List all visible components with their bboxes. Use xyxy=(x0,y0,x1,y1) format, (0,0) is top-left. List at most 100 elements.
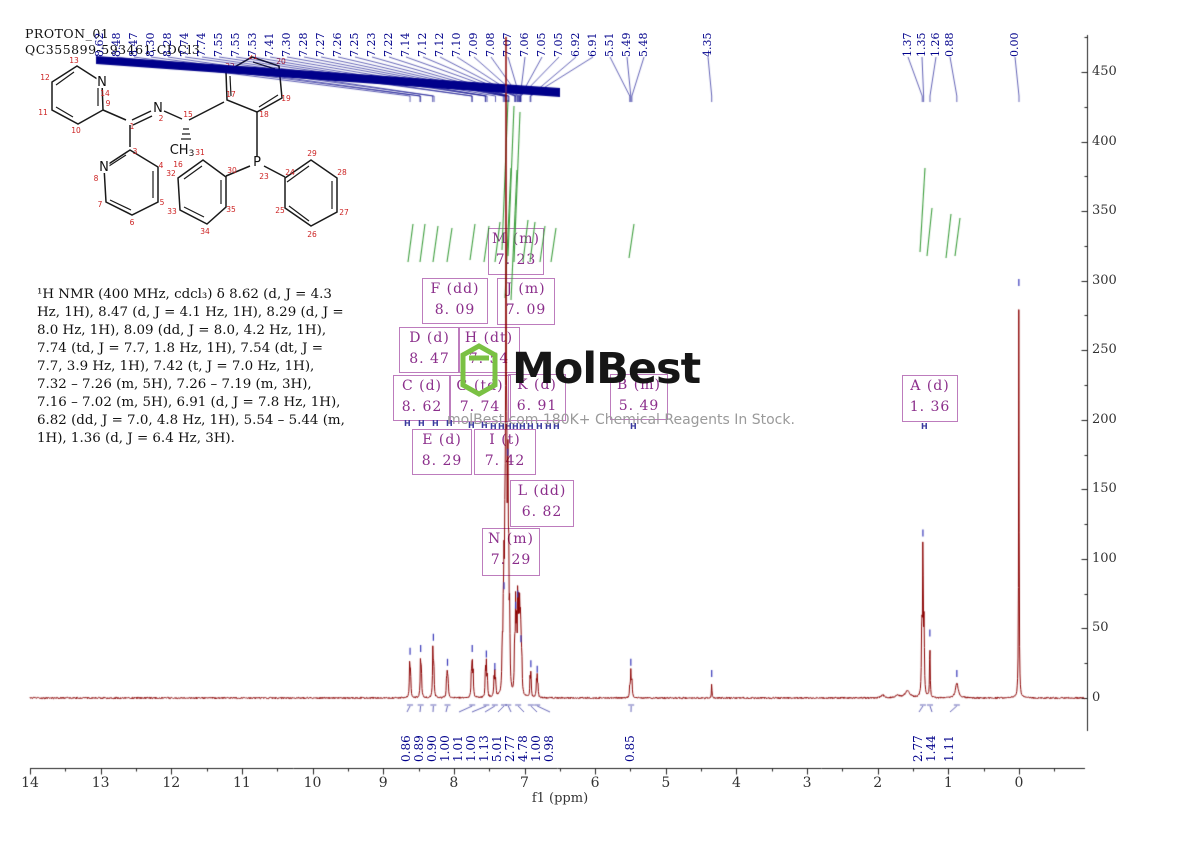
assignment-box-I: I (t) 7. 42 xyxy=(474,429,536,475)
atom-number: 10 xyxy=(71,126,81,135)
assignment-box-L: L (dd) 6. 82 xyxy=(510,480,574,527)
peak-list-value: 8.47 xyxy=(127,32,140,58)
peak-list-value: 7.30 xyxy=(280,32,293,58)
assignment-shift: 1. 36 xyxy=(909,399,951,415)
peak-list-value: 7.07 xyxy=(501,32,514,58)
y-tick-label: 350 xyxy=(1092,203,1117,219)
atom-number: 17 xyxy=(226,90,236,99)
x-tick-label: 8 xyxy=(449,775,459,791)
assignment-box-E: E (d) 8. 29 xyxy=(412,429,472,475)
peak-list-value: 5.49 xyxy=(620,32,633,58)
peak-list-value: 7.12 xyxy=(433,32,446,58)
atom-number: 20 xyxy=(276,57,286,66)
atom-number: 6 xyxy=(130,218,135,227)
assignment-label: L (dd) xyxy=(517,483,567,499)
peak-list-value: 7.27 xyxy=(314,32,327,58)
assignment-shift: 6. 82 xyxy=(521,504,563,520)
y-tick-label: 100 xyxy=(1092,550,1117,566)
x-tick-label: 9 xyxy=(378,775,388,791)
x-tick-label: 4 xyxy=(731,775,741,791)
peak-list-value: 7.05 xyxy=(535,32,548,58)
atom-number: 13 xyxy=(69,56,79,65)
x-tick-label: 5 xyxy=(661,775,671,791)
atom-number: 16 xyxy=(173,160,183,169)
proton-h-marker: H xyxy=(432,419,439,428)
y-tick-label: 0 xyxy=(1092,690,1101,705)
peak-list-value: 7.06 xyxy=(518,32,531,58)
x-tick-label: 2 xyxy=(873,775,883,791)
peak-list-value: 7.53 xyxy=(246,32,259,58)
atom-number: 35 xyxy=(226,205,236,214)
integral-value: 2.77 xyxy=(911,735,925,762)
assignment-box-A: A (d) 1. 36 xyxy=(902,375,958,422)
y-tick-label: 250 xyxy=(1092,342,1117,358)
assignment-label: I (t) xyxy=(489,432,521,448)
atom-number: 5 xyxy=(160,198,165,207)
atom-number: 34 xyxy=(200,227,210,236)
integral-value: 1.00 xyxy=(438,735,452,762)
peak-list-value: 7.12 xyxy=(416,32,429,58)
atom-number: 18 xyxy=(259,110,269,119)
assignment-label: A (d) xyxy=(910,378,950,394)
peak-list-value: 5.51 xyxy=(603,32,616,58)
peak-list-value: 7.09 xyxy=(467,32,480,58)
peak-list-value: 7.28 xyxy=(297,32,310,58)
peak-list-value: 7.08 xyxy=(484,32,497,58)
peak-list-value: 8.28 xyxy=(161,32,174,58)
peak-list-value: 4.35 xyxy=(701,32,714,58)
atom-number: 12 xyxy=(40,73,50,82)
x-tick-label: 1 xyxy=(943,775,953,791)
integral-value: 0.98 xyxy=(542,735,556,762)
y-tick-label: 300 xyxy=(1092,272,1117,288)
integral-value: 2.77 xyxy=(503,735,517,762)
x-tick-label: 3 xyxy=(802,775,812,791)
atom-label-P: P xyxy=(253,155,261,170)
atom-number: 29 xyxy=(307,149,317,158)
integral-value: 1.13 xyxy=(477,735,491,762)
integral-value: 4.78 xyxy=(516,735,530,762)
peak-list-value: 0.88 xyxy=(943,32,956,58)
molbest-logo-icon xyxy=(460,343,498,397)
assignment-label: F (dd) xyxy=(430,281,480,297)
peak-list-value: 1.26 xyxy=(929,32,942,58)
peak-list-value: 7.05 xyxy=(552,32,565,58)
integral-value: 0.85 xyxy=(623,735,637,762)
assignment-shift: 7. 09 xyxy=(505,302,547,318)
atom-number: 25 xyxy=(275,206,285,215)
assignment-box-M: M (m) 7. 23 xyxy=(488,228,544,275)
peak-list-value: 7.22 xyxy=(382,32,395,58)
integral-value: 5.01 xyxy=(490,735,504,762)
assignment-box-J: J (m) 7. 09 xyxy=(497,278,555,325)
atom-number: 7 xyxy=(98,200,103,209)
assignment-box-N: N (m) 7. 29 xyxy=(482,528,540,576)
molecule-bonds xyxy=(51,56,338,227)
assignment-shift: 7. 23 xyxy=(495,252,537,268)
integral-value: 0.86 xyxy=(399,735,413,762)
peak-list-value: 7.10 xyxy=(450,32,463,58)
proton-h-marker: H xyxy=(921,422,928,431)
atom-number: 23 xyxy=(259,172,269,181)
atom-number: 19 xyxy=(281,94,291,103)
integral-value: 1.11 xyxy=(942,735,956,762)
atom-label-N: N xyxy=(99,160,109,175)
peak-list-value: 7.74 xyxy=(195,32,208,58)
y-tick-label: 200 xyxy=(1092,411,1117,427)
peak-list-value: 7.55 xyxy=(212,32,225,58)
peak-list-value: 7.74 xyxy=(178,32,191,58)
peak-list-value: 8.30 xyxy=(144,32,157,58)
watermark-tagline: molBest.com 180K+ Chemical Reagents In S… xyxy=(447,412,795,428)
atom-number: 14 xyxy=(100,89,110,98)
integral-value: 1.44 xyxy=(924,735,938,762)
x-tick-label: 12 xyxy=(162,775,181,791)
integral-value: 0.90 xyxy=(425,735,439,762)
atom-number: 1 xyxy=(130,122,135,131)
peak-list-value: 7.26 xyxy=(331,32,344,58)
y-tick-label: 50 xyxy=(1092,620,1109,636)
peak-list-value: 6.92 xyxy=(569,32,582,58)
assignment-shift: 8. 29 xyxy=(421,453,463,469)
atom-number: 28 xyxy=(337,168,347,177)
x-tick-label: 6 xyxy=(590,775,600,791)
peak-list-value: 5.48 xyxy=(637,32,650,58)
peak-list-value: 7.25 xyxy=(348,32,361,58)
